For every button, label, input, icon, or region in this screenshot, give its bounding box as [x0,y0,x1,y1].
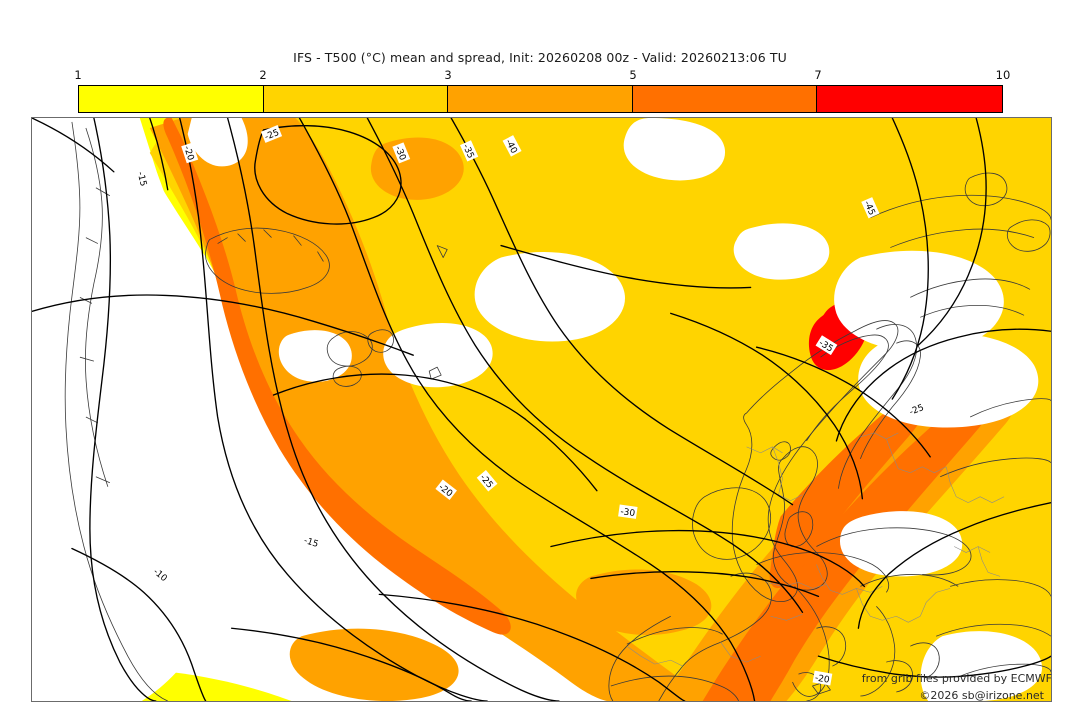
svg-text:-20: -20 [181,145,195,162]
colorbar-tick-5: 5 [629,68,637,82]
colorbar-tick-3: 3 [444,68,452,82]
colorbar-tick-10: 10 [995,68,1011,82]
colorbar-segment-5-7 [632,86,818,112]
colorbar-segment-3-5 [448,86,633,112]
page-title: IFS - T500 (°C) mean and spread, Init: 2… [293,50,787,65]
colorbar-tick-labels: 1 2 3 5 7 10 [74,68,1010,84]
source-credit: from grib files provided by ECMWF [861,672,1052,685]
map-svg: -10 -15 -15 -20 [32,118,1051,701]
map-canvas[interactable]: -10 -15 -15 -20 [31,117,1052,702]
colorbar-segment-1-2 [79,86,264,112]
svg-text:-30: -30 [620,507,636,519]
temperature-contours [32,118,1051,701]
svg-text:-20: -20 [814,673,830,685]
contour-labels: -10 -15 -15 -20 [135,125,927,686]
svg-text:-15: -15 [302,536,319,550]
svg-text:-15: -15 [135,171,148,188]
colorbar-tick-2: 2 [259,68,267,82]
copyright-credit: ©2026 sb@irizone.net [919,689,1044,702]
colorbar-tick-1: 1 [74,68,82,82]
colorbar-tick-7: 7 [814,68,822,82]
colorbar-segment-2-3 [263,86,449,112]
spread-colorbar [78,85,1003,113]
spread-colorbar-container [78,85,1003,113]
colorbar-segment-7-10 [817,86,1002,112]
country-borders [626,432,1005,667]
spread-below-threshold-areas [32,118,1043,701]
